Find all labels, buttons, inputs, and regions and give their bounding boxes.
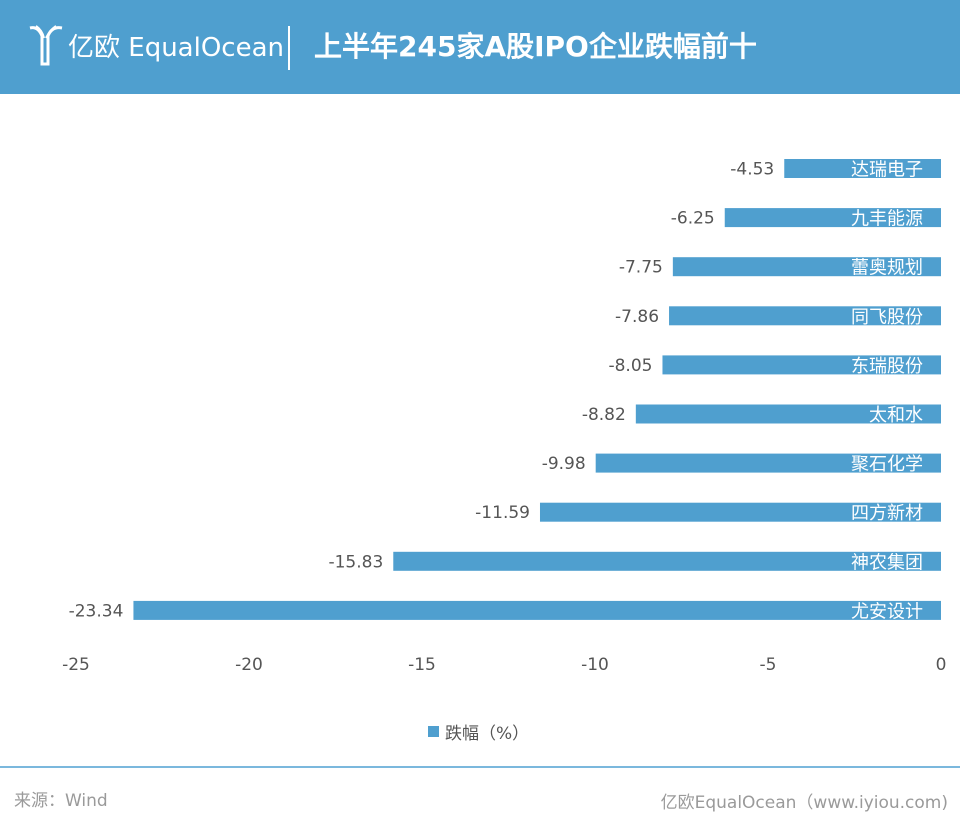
x-tick-label: -5 [760, 655, 777, 675]
credit-note: 亿欧EqualOcean（www.iyiou.com) [660, 793, 948, 813]
data-label: -8.05 [608, 356, 652, 376]
category-label: 九丰能源 [851, 209, 923, 230]
data-label: -23.34 [69, 601, 124, 621]
header-divider [288, 26, 290, 70]
legend-label: 跌幅（%） [445, 723, 530, 744]
value-labels-layer: -4.53 -6.25 -7.75 -7.86 -8.05 -8.82 -9.98 -11.5… [69, 160, 775, 622]
category-label: 太和水 [869, 405, 923, 426]
bar [539, 502, 941, 522]
x-axis: -25 -20 -15 -10 -5 0 [62, 655, 946, 675]
x-tick-label: -20 [235, 655, 263, 675]
legend-swatch [428, 725, 439, 737]
data-label: -15.83 [328, 552, 383, 572]
x-tick-label: -25 [62, 655, 90, 675]
bar [672, 257, 941, 277]
category-label: 同飞股份 [851, 307, 923, 328]
bar-chart: -4.53 -6.25 -7.75 -7.86 -8.05 -8.82 -9.98 -11.5… [62, 159, 946, 675]
data-label: -8.82 [582, 405, 626, 425]
bar [724, 208, 941, 228]
x-tick-label: -15 [408, 655, 436, 675]
x-tick-label: 0 [936, 655, 947, 675]
bar [662, 355, 941, 375]
category-label: 东瑞股份 [851, 356, 923, 377]
data-label: -9.98 [542, 454, 586, 474]
chart-legend: 跌幅（%） [428, 720, 530, 744]
bar [669, 306, 941, 326]
category-label: 蕾奥规划 [851, 258, 923, 279]
footer-divider [0, 766, 960, 768]
x-tick-label: -10 [581, 655, 609, 675]
data-label: -6.25 [671, 209, 715, 229]
bar [133, 600, 941, 620]
bar [595, 453, 941, 473]
data-label: -4.53 [730, 160, 774, 180]
bar [635, 404, 941, 424]
bar [393, 551, 942, 571]
logo-icon [29, 25, 63, 66]
bars-layer [133, 159, 942, 620]
category-label: 聚石化学 [851, 454, 923, 475]
category-label: 尤安设计 [851, 601, 923, 622]
header-banner: 亿欧 EqualOcean 上半年245家A股IPO企业跌幅前十 [0, 0, 960, 94]
bar [784, 159, 941, 178]
data-label: -7.75 [619, 258, 663, 278]
category-label: 达瑞电子 [851, 160, 923, 181]
source-note: 来源：Wind [14, 791, 108, 811]
data-label: -7.86 [615, 307, 659, 327]
logo-text: 亿欧 EqualOcean [68, 33, 284, 63]
category-label: 四方新材 [851, 503, 923, 524]
page-title: 上半年245家A股IPO企业跌幅前十 [314, 30, 757, 63]
category-label: 神农集团 [851, 552, 923, 573]
data-label: -11.59 [475, 503, 530, 523]
